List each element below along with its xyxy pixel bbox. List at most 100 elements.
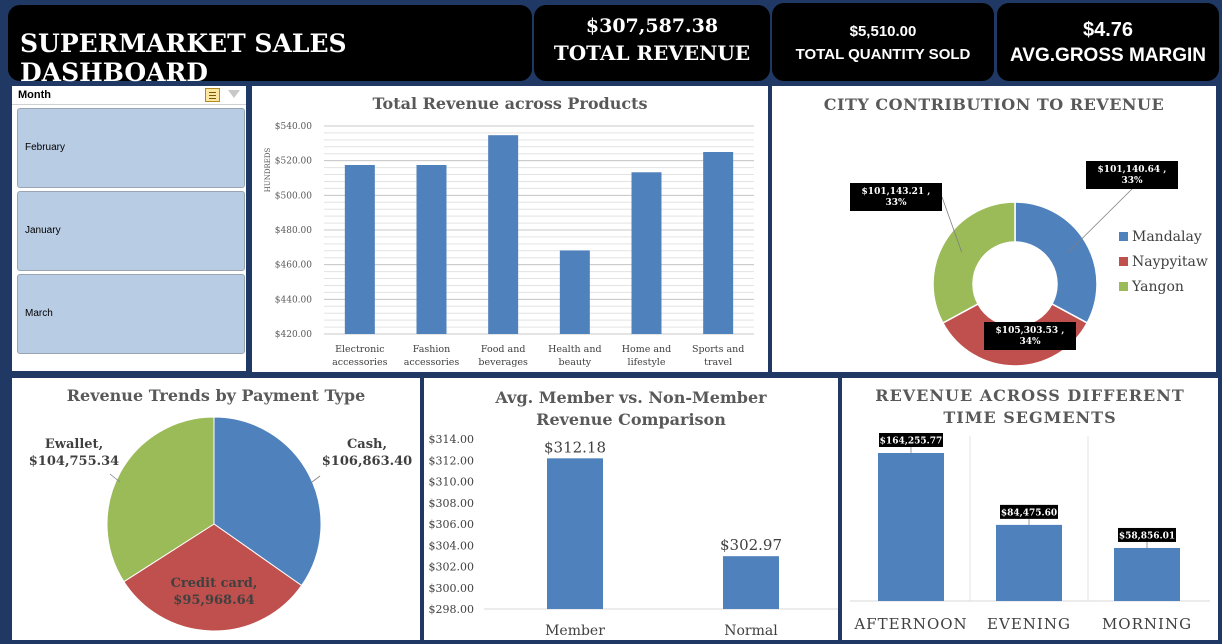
bar	[547, 458, 603, 609]
donut-slice	[932, 201, 1016, 324]
x-tick-label: travel	[704, 357, 732, 368]
slicer-item-january[interactable]: January	[17, 191, 245, 271]
chart-title: Revenue Trends by Payment Type	[66, 386, 366, 405]
data-label: $95,968.64	[173, 593, 254, 608]
data-label-box	[1000, 504, 1058, 519]
data-label: $101,140.64 ,	[1098, 165, 1167, 175]
kpi-label: AVG.GROSS MARGIN	[1010, 45, 1206, 66]
y-tick-label: $420.00	[275, 330, 312, 340]
payment-type-chart: Revenue Trends by Payment Type Cash, $106…	[12, 378, 420, 640]
bar	[723, 556, 779, 609]
x-tick-label: Sports and	[692, 344, 744, 355]
y-tick-label: $460.00	[275, 261, 312, 271]
slicer-item-march[interactable]: March	[17, 274, 245, 354]
kpi-total-quantity: $5,510.00 TOTAL QUANTITY SOLD	[772, 3, 994, 81]
member-comparison-chart: Avg. Member vs. Non-Member Revenue Compa…	[424, 378, 838, 640]
bar	[488, 135, 519, 334]
x-tick-label: MORNING	[1102, 615, 1192, 633]
multi-select-icon[interactable]	[205, 88, 220, 102]
city-contribution-chart: CITY CONTRIBUTION TO REVENUE $101,140.64…	[772, 86, 1216, 372]
y-tick-label: $540.00	[275, 122, 312, 132]
data-label: Cash,	[347, 437, 387, 452]
leader-line	[311, 475, 321, 483]
y-tick-label: $440.00	[275, 295, 312, 305]
slicer-item-label: March	[25, 308, 53, 319]
x-tick-label: Home and	[622, 344, 672, 355]
time-segment-chart: REVENUE ACROSS DIFFERENT TIME SEGMENTS $…	[842, 378, 1218, 640]
data-label-box	[984, 322, 1076, 350]
bar	[559, 250, 590, 334]
y-tick-label: $310.00	[429, 476, 475, 489]
data-label: $302.97	[720, 536, 782, 554]
kpi-avg-gross-margin: $4.76 AVG.GROSS MARGIN	[997, 3, 1219, 81]
slicer-item-label: January	[25, 225, 61, 236]
data-label: $84,475.60	[1001, 508, 1057, 518]
payment-pie-plot: Cash, $106,863.40 Credit card, $95,968.64 Ew…	[29, 416, 412, 632]
chart-title: CITY CONTRIBUTION TO REVENUE	[823, 95, 1165, 114]
x-tick-label: accessories	[404, 357, 460, 368]
donut-slice	[1014, 201, 1098, 324]
bar	[996, 524, 1062, 601]
data-label-box	[879, 433, 943, 447]
leader-line	[1067, 188, 1133, 253]
y-tick-label: $500.00	[275, 191, 312, 201]
data-label: $101,143.21 ,	[862, 187, 931, 197]
x-tick-label: Electronic	[335, 344, 384, 355]
data-label: $312.18	[544, 438, 606, 456]
y-axis-label: HUNDREDS	[264, 148, 272, 193]
y-tick-label: $304.00	[429, 539, 475, 552]
x-tick-label: Normal	[724, 623, 778, 639]
data-label: $105,303.53 ,	[996, 326, 1065, 336]
data-label: 34%	[1019, 337, 1041, 347]
bar	[631, 172, 662, 334]
x-tick-label: Health and	[548, 344, 601, 355]
legend-label: Naypyitaw	[1132, 254, 1208, 270]
y-tick-label: $480.00	[275, 226, 312, 236]
chart-title-line-2: Revenue Comparison	[536, 410, 726, 429]
pie-slice	[213, 416, 322, 587]
slicer-item-february[interactable]: February	[17, 108, 245, 188]
y-tick-label: $312.00	[429, 454, 475, 467]
y-tick-label: $298.00	[429, 603, 475, 616]
data-label-box	[1118, 527, 1176, 542]
slicer-item-label: February	[25, 142, 66, 153]
kpi-value: $307,587.38	[585, 15, 719, 37]
y-tick-label: $520.00	[275, 157, 312, 167]
product-revenue-plot: $540.00 $520.00 $500.00 $480.00 $460.00 $440.…	[264, 122, 754, 368]
kpi-value: $4.76	[1082, 19, 1134, 41]
bar	[703, 152, 734, 334]
dashboard-title-box: SUPERMARKET SALES DASHBOARD	[8, 5, 532, 87]
kpi-value: $5,510.00	[849, 23, 917, 40]
data-label-box	[1086, 161, 1178, 189]
kpi-label: TOTAL REVENUE	[553, 41, 751, 65]
kpi-label: TOTAL QUANTITY SOLD	[795, 46, 971, 63]
leader-line	[109, 473, 121, 483]
kpi-total-revenue: $307,587.38 TOTAL REVENUE	[534, 5, 770, 81]
leader-line	[941, 196, 963, 253]
product-revenue-chart: Total Revenue across Products $540.00 $52…	[252, 86, 768, 372]
data-label-box	[850, 183, 942, 211]
data-label: $106,863.40	[322, 454, 412, 469]
x-tick-label: beauty	[558, 357, 591, 368]
data-label: Ewallet,	[45, 437, 103, 452]
x-tick-label: EVENING	[987, 615, 1071, 633]
y-tick-label: $306.00	[429, 518, 475, 531]
chart-title: Total Revenue across Products	[372, 94, 648, 113]
data-label: Credit card,	[171, 576, 258, 591]
chart-title-line-2: TIME SEGMENTS	[943, 408, 1117, 427]
y-tick-label: $302.00	[429, 561, 475, 574]
dashboard-title: SUPERMARKET SALES DASHBOARD	[20, 29, 347, 87]
legend-label: Mandalay	[1132, 229, 1202, 245]
bar	[344, 165, 375, 334]
clear-filter-icon[interactable]	[228, 90, 240, 98]
data-label: $104,755.34	[29, 454, 119, 469]
x-tick-label: Fashion	[413, 344, 450, 355]
x-tick-label: Food and	[481, 344, 525, 355]
bar	[878, 453, 944, 601]
chart-title-line-1: Avg. Member vs. Non-Member	[495, 388, 767, 407]
pie-slice	[106, 416, 215, 583]
legend-label: Yangon	[1131, 279, 1184, 295]
y-tick-label: $300.00	[429, 582, 475, 595]
slicer-title: Month	[18, 89, 51, 101]
x-tick-label: lifestyle	[628, 357, 666, 368]
